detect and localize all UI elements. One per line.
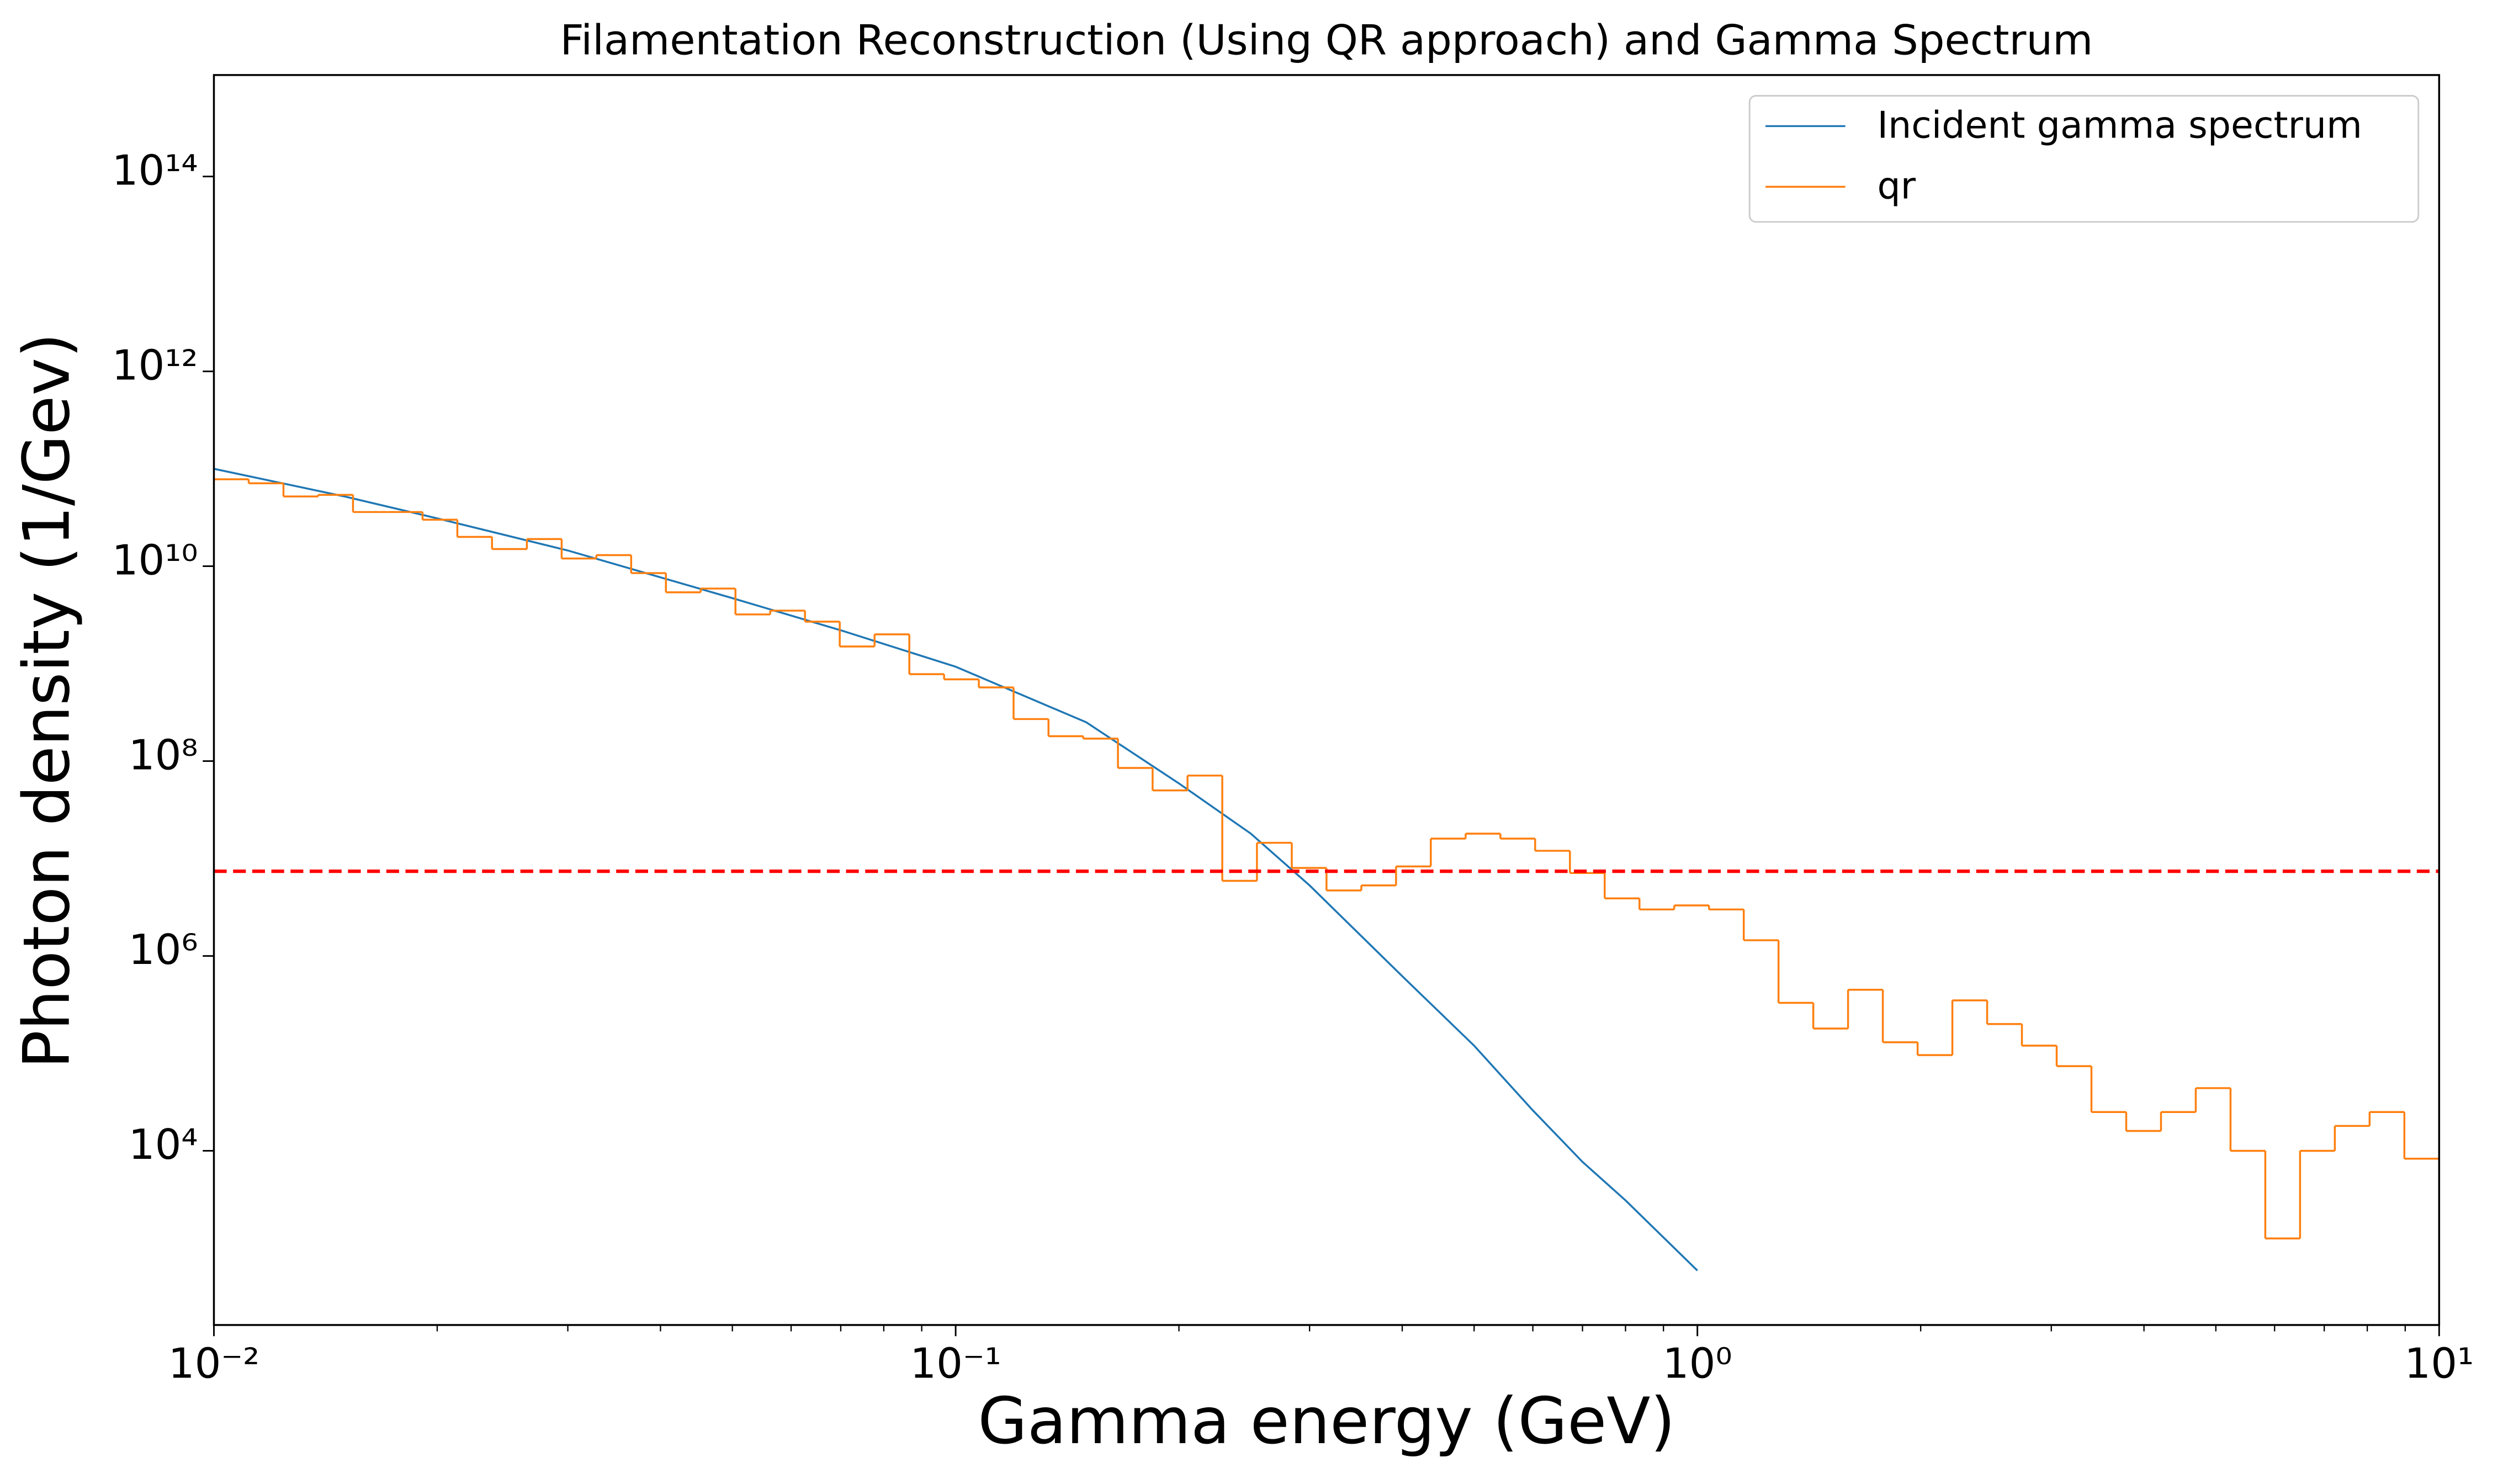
legend-label: Incident gamma spectrum (1877, 103, 2362, 146)
plot-area (214, 468, 2440, 1271)
legend-box (1748, 95, 2420, 223)
y-tick-label: 10⁸ (129, 730, 198, 779)
x-tick-label: 10⁻² (168, 1339, 259, 1388)
x-axis-label: Gamma energy (GeV) (978, 1385, 1675, 1459)
x-tick-label: 10⁻¹ (910, 1339, 1001, 1388)
chart-title: Filamentation Reconstruction (Using QR a… (560, 16, 2093, 65)
y-axis-label: Photon density (1/Gev) (10, 333, 84, 1069)
y-tick-label: 10⁴ (129, 1120, 198, 1169)
x-tick-label: 10¹ (2404, 1339, 2474, 1388)
y-tick-label: 10¹² (112, 341, 198, 389)
plot-frame (213, 74, 2441, 1326)
y-tick-label: 10⁶ (129, 925, 198, 974)
y-tick-label: 10¹⁴ (112, 146, 198, 194)
x-tick-label: 10⁰ (1663, 1339, 1732, 1388)
legend-label: qr (1877, 164, 1916, 207)
y-tick-label: 10¹⁰ (112, 536, 198, 584)
line-series (214, 468, 1698, 1271)
